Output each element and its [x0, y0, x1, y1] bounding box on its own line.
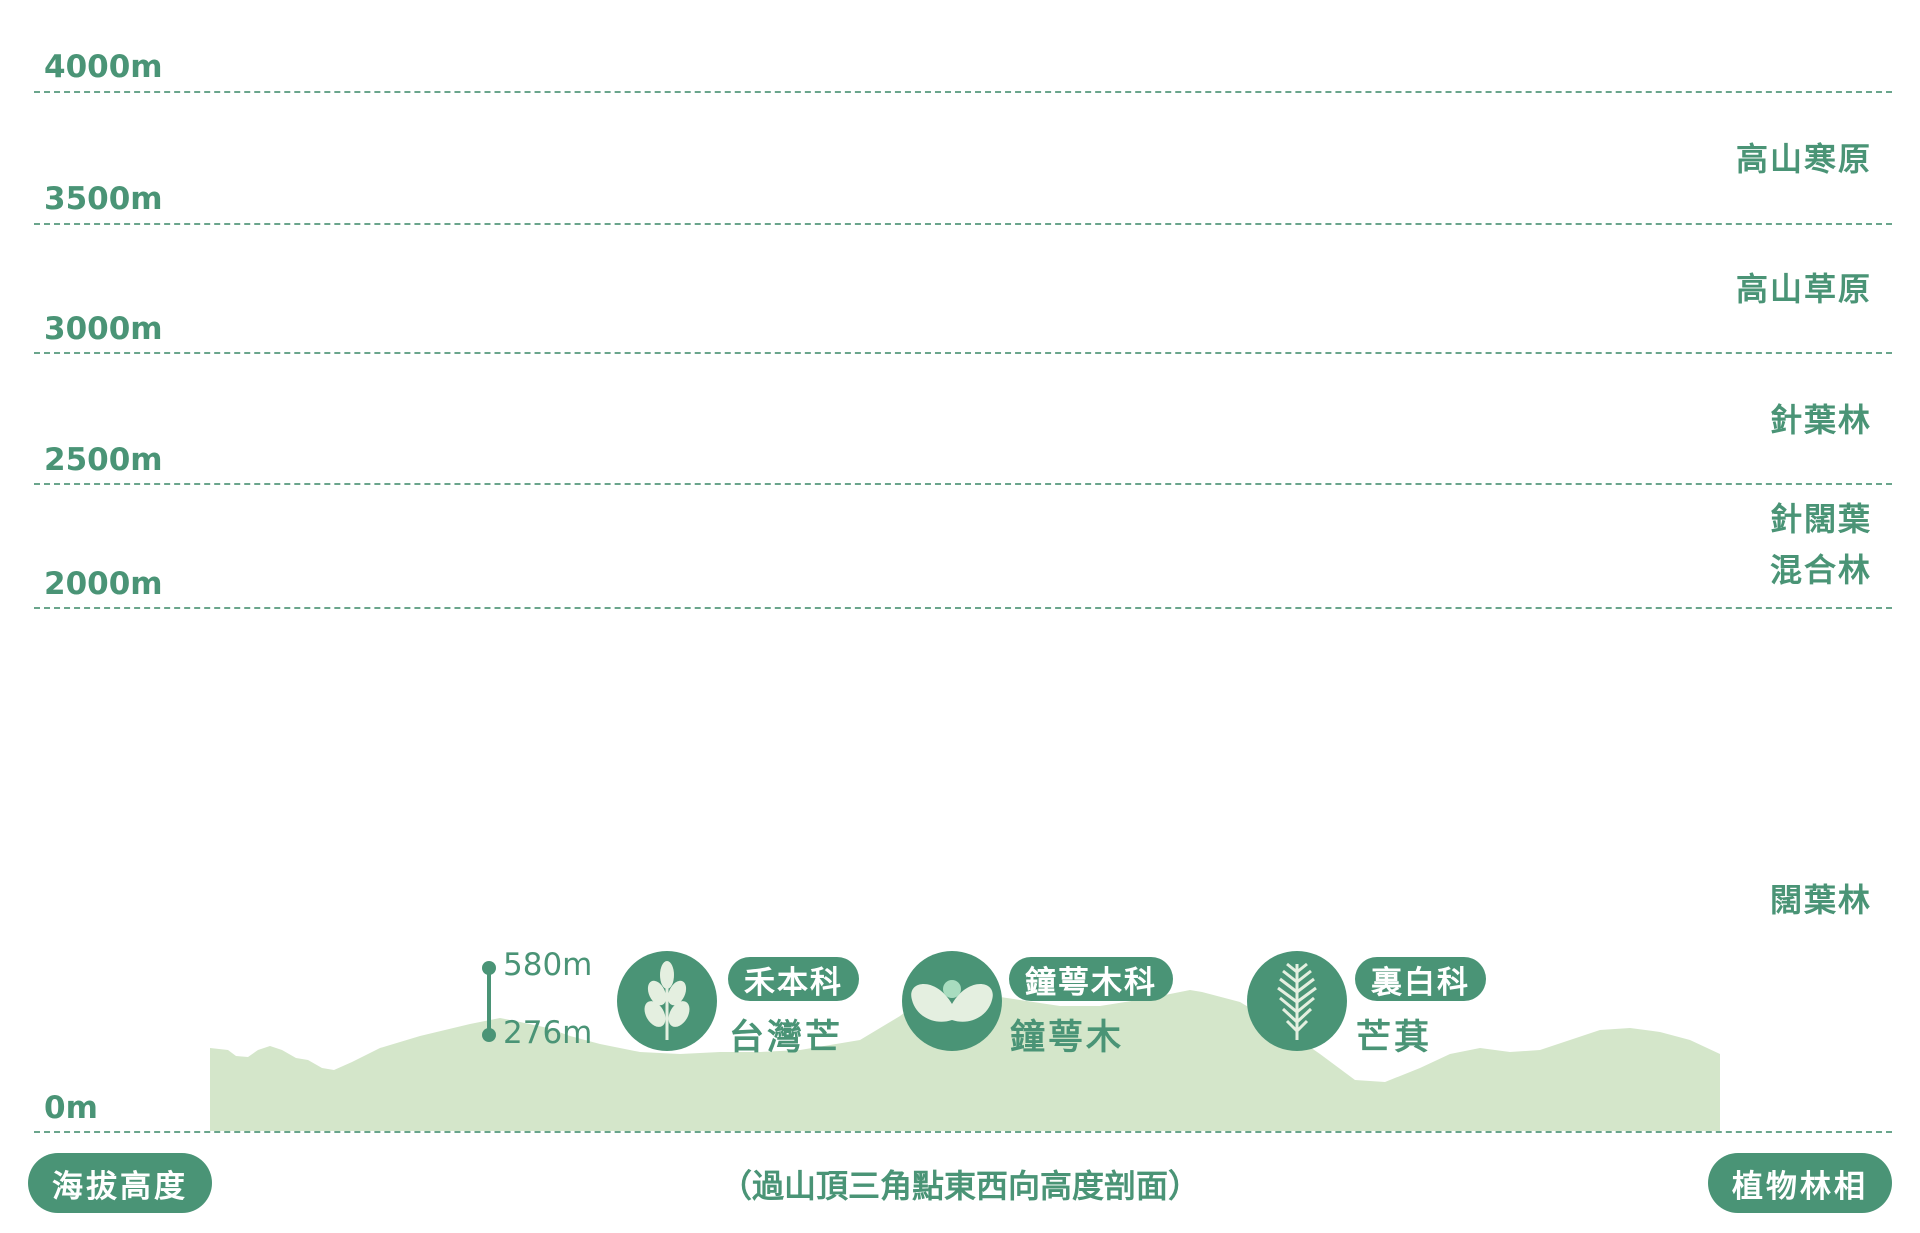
plant-family-poaceae: 禾本科 — [728, 957, 859, 1001]
range-bottom-dot — [482, 1028, 496, 1042]
altitude-label-2500: 2500m — [44, 442, 163, 478]
range-top-dot — [482, 961, 496, 975]
gridline-3500 — [34, 223, 1892, 225]
plant-species-miscanthus: 台灣芒 — [729, 1018, 844, 1058]
range-bottom-label: 276m — [503, 1015, 593, 1051]
vegetation-pill: 植物林相 — [1708, 1153, 1892, 1213]
zone-alpine-tundra: 高山寒原 — [1735, 140, 1872, 178]
altitude-label-0: 0m — [44, 1090, 98, 1126]
mountain-silhouette — [210, 986, 1720, 1131]
zone-mixed-line2: 混合林 — [1769, 551, 1872, 590]
altitude-label-4000: 4000m — [44, 49, 163, 85]
profile-caption: （過山頂三角點東西向高度剖面） — [719, 1167, 1200, 1205]
range-top-label: 580m — [503, 947, 593, 983]
zone-alpine-meadow: 高山草原 — [1735, 270, 1872, 308]
gridline-0 — [34, 1131, 1892, 1133]
plant-family-bretschneideraceae: 鐘萼木科 — [1009, 957, 1173, 1001]
zone-conifer-forest: 針葉林 — [1769, 401, 1872, 439]
gridline-2500 — [34, 483, 1892, 485]
altitude-label-3500: 3500m — [44, 181, 163, 217]
altitude-label-3000: 3000m — [44, 311, 163, 347]
plant-family-gleicheniaceae: 裏白科 — [1355, 957, 1486, 1001]
plant-species-dicranopteris: 芒萁 — [1356, 1018, 1433, 1058]
altitude-label-2000: 2000m — [44, 566, 163, 602]
gridline-4000 — [34, 91, 1892, 93]
gridline-2000 — [34, 607, 1892, 609]
zone-mixed-line1: 針闊葉 — [1769, 500, 1872, 538]
zone-broadleaf-forest: 闊葉林 — [1769, 881, 1872, 919]
plant-species-bretschneidera: 鐘萼木 — [1010, 1018, 1125, 1058]
gridline-3000 — [34, 352, 1892, 354]
altitude-pill: 海拔高度 — [28, 1153, 212, 1213]
zone-mixed-forest: 針闊葉 混合林 — [1770, 494, 1872, 596]
